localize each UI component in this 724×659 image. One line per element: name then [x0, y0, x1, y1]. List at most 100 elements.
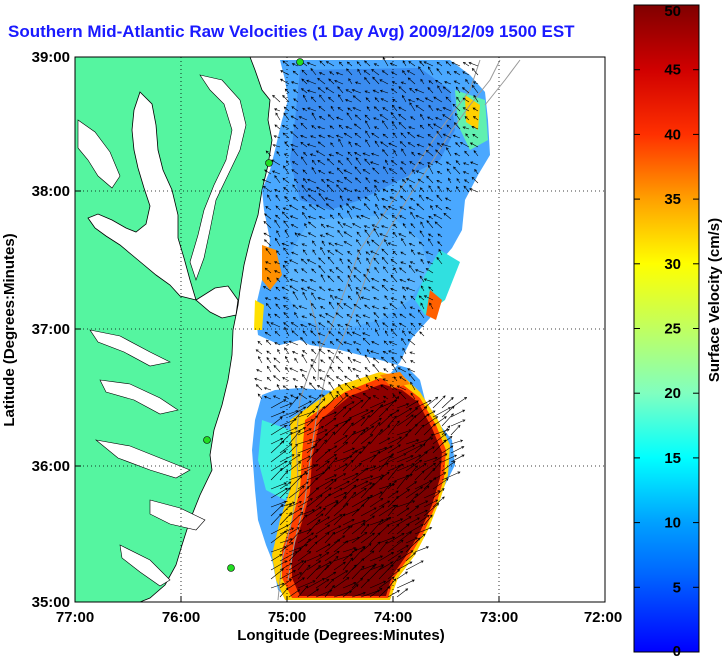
velocity-vector-arrow: [297, 560, 307, 571]
velocity-vector-arrow: [329, 340, 335, 346]
velocity-vector-arrow: [306, 62, 317, 67]
velocity-vector-arrow: [415, 214, 425, 220]
velocity-vector-arrow: [306, 415, 318, 427]
velocity-vector-arrow: [364, 60, 371, 67]
velocity-vector-arrow: [436, 171, 443, 175]
velocity-vector-arrow: [378, 576, 395, 589]
velocity-vector-arrow: [333, 492, 348, 499]
velocity-vector-arrow: [437, 85, 443, 94]
velocity-vector-arrow: [307, 188, 317, 193]
velocity-vector-arrow: [393, 223, 398, 229]
velocity-vector-arrow: [444, 81, 452, 85]
velocity-vector-arrow: [360, 296, 371, 301]
velocity-vector-arrow: [400, 132, 407, 139]
velocity-vector-arrow: [306, 443, 318, 454]
velocity-vector-arrow: [405, 415, 417, 427]
velocity-vector-arrow: [297, 445, 316, 454]
velocity-vector-arrow: [279, 578, 292, 589]
velocity-vector-arrow: [405, 537, 418, 544]
velocity-vector-arrow: [291, 330, 299, 337]
velocity-vector-arrow: [324, 531, 336, 544]
velocity-vector-arrow: [301, 196, 308, 202]
velocity-vector-arrow: [351, 206, 362, 211]
velocity-vector-arrow: [417, 252, 425, 256]
velocity-vector-arrow: [291, 63, 299, 67]
velocity-vector-arrow: [369, 462, 389, 472]
velocity-vector-arrow: [303, 151, 308, 157]
velocity-vector-arrow: [408, 331, 416, 337]
velocity-vector-arrow: [360, 507, 377, 517]
velocity-vector-arrow: [351, 519, 366, 526]
velocity-vector-arrow: [369, 428, 383, 445]
velocity-vector-arrow: [392, 250, 398, 256]
velocity-vector-arrow: [405, 486, 424, 499]
velocity-vector-arrow: [283, 165, 290, 175]
velocity-vector-arrow: [351, 558, 365, 571]
velocity-vector-arrow: [288, 589, 301, 598]
velocity-vector-arrow: [373, 311, 380, 319]
velocity-vector-arrow: [293, 98, 299, 103]
velocity-vector-arrow: [288, 443, 298, 454]
velocity-vector-arrow: [426, 261, 434, 265]
velocity-vector-arrow: [419, 124, 425, 130]
velocity-vector-arrow: [387, 479, 397, 490]
velocity-vector-arrow: [324, 431, 336, 445]
velocity-vector-arrow: [414, 451, 428, 463]
velocity-vector-arrow: [343, 132, 353, 139]
velocity-vector-arrow: [343, 176, 353, 184]
velocity-vector-arrow: [360, 482, 373, 490]
velocity-vector-arrow: [346, 61, 353, 67]
velocity-vector-arrow: [310, 364, 317, 373]
velocity-vector-arrow: [297, 538, 311, 553]
velocity-vector-arrow: [276, 384, 281, 391]
velocity-vector-arrow: [360, 425, 375, 436]
velocity-vector-arrow: [311, 268, 317, 274]
velocity-vector-arrow: [342, 524, 353, 535]
velocity-vector-arrow: [280, 70, 290, 76]
velocity-vector-arrow: [364, 229, 371, 238]
velocity-vector-arrow: [337, 221, 344, 229]
velocity-vector-arrow: [347, 356, 353, 364]
velocity-vector-arrow: [408, 126, 416, 130]
velocity-vector-arrow: [356, 319, 362, 328]
velocity-vector-arrow: [374, 97, 380, 103]
velocity-vector-arrow: [392, 231, 398, 238]
velocity-vector-arrow: [351, 399, 364, 409]
velocity-vector-arrow: [301, 243, 308, 247]
velocity-vector-arrow: [391, 178, 398, 184]
velocity-vector-arrow: [347, 295, 353, 301]
velocity-vector-arrow: [391, 121, 398, 130]
velocity-vector-arrow: [337, 331, 344, 337]
velocity-vector-arrow: [399, 313, 407, 319]
velocity-vector-arrow: [405, 493, 419, 508]
velocity-vector-arrow: [433, 123, 443, 130]
velocity-vector-arrow: [268, 313, 272, 319]
velocity-vector-arrow: [450, 439, 464, 445]
velocity-vector-arrow: [311, 292, 317, 301]
velocity-vector-arrow: [276, 277, 281, 283]
velocity-vector-arrow: [300, 323, 308, 328]
velocity-vector-arrow: [281, 211, 290, 220]
velocity-vector-arrow: [301, 353, 308, 364]
velocity-vector-arrow: [338, 61, 344, 67]
velocity-vector-arrow: [307, 221, 317, 229]
velocity-vector-arrow: [441, 425, 451, 436]
velocity-vector-arrow: [288, 560, 305, 571]
velocity-vector-arrow: [320, 223, 326, 229]
velocity-vector-arrow: [351, 496, 370, 508]
velocity-vector-arrow: [335, 267, 344, 274]
velocity-vector-arrow: [420, 221, 425, 229]
velocity-vector-arrow: [453, 80, 461, 85]
velocity-vector-arrow: [347, 210, 353, 220]
velocity-vector-arrow: [436, 142, 443, 148]
velocity-vector-arrow: [321, 178, 326, 184]
velocity-vector-arrow: [337, 275, 344, 283]
velocity-vector-arrow: [373, 117, 380, 121]
velocity-vector-arrow: [419, 275, 425, 283]
velocity-vector-arrow: [329, 125, 335, 130]
velocity-vector-arrow: [441, 445, 454, 454]
velocity-vector-arrow: [289, 259, 299, 265]
velocity-vector-arrow: [266, 350, 272, 355]
velocity-vector-arrow: [298, 393, 308, 400]
